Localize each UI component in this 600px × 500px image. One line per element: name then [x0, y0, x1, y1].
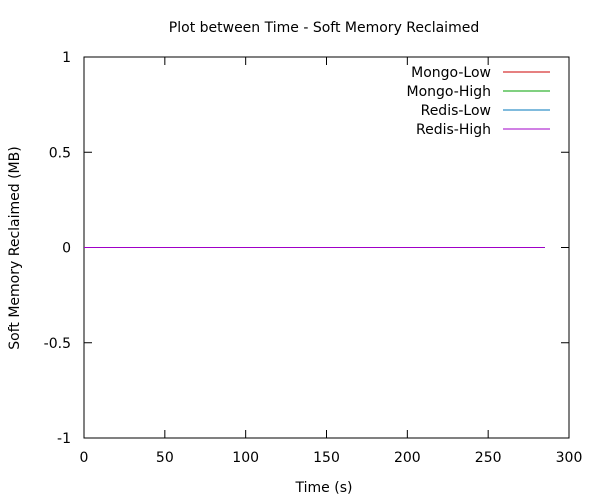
x-axis-ticks: 0 50 100 150 200 250 300: [80, 57, 583, 466]
x-tick-label: 250: [475, 450, 502, 466]
legend-label: Redis-High: [416, 122, 491, 138]
x-tick-label: 50: [156, 450, 174, 466]
x-tick-label: 200: [394, 450, 421, 466]
x-tick-label: 0: [80, 450, 89, 466]
legend: Mongo-Low Mongo-High Redis-Low Redis-High: [407, 65, 550, 138]
legend-label: Mongo-High: [407, 84, 491, 100]
chart-title: Plot between Time - Soft Memory Reclaime…: [169, 20, 479, 36]
y-tick-label: -0.5: [44, 336, 71, 352]
x-tick-label: 150: [313, 450, 340, 466]
legend-label: Mongo-Low: [411, 65, 491, 81]
y-tick-label: 0: [62, 241, 71, 257]
y-tick-label: 1: [62, 50, 71, 66]
x-axis-label: Time (s): [295, 480, 353, 496]
y-tick-label: 0.5: [49, 145, 71, 161]
y-tick-label: -1: [57, 431, 71, 447]
y-axis-label: Soft Memory Reclaimed (MB): [7, 146, 23, 349]
legend-label: Redis-Low: [421, 103, 491, 119]
x-tick-label: 300: [556, 450, 583, 466]
x-tick-label: 100: [232, 450, 259, 466]
